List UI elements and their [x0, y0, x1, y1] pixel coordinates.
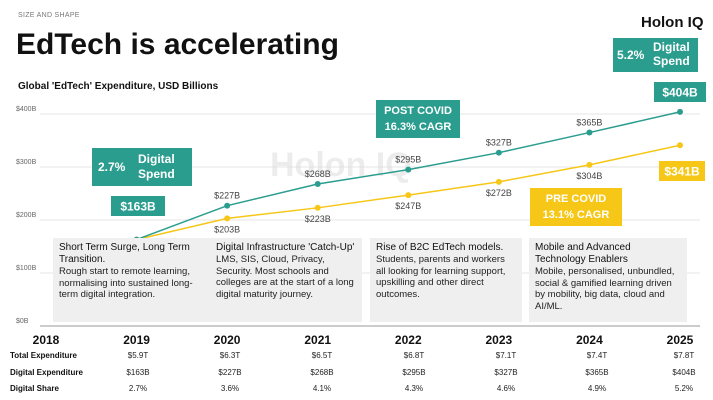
data-label: $227B — [214, 191, 240, 201]
row-label-total-expenditure: Total Expenditure — [10, 351, 77, 360]
x-tick-label: 2025 — [667, 333, 694, 347]
brand-logo: Holon IQ — [641, 14, 704, 31]
table-cell: $163B — [126, 368, 150, 377]
y-tick-label: $100B — [16, 265, 37, 272]
table-cell: 3.6% — [220, 384, 240, 393]
row-label-digital-expenditure: Digital Expenditure — [10, 368, 83, 377]
data-label-badge-start: $163B — [120, 200, 156, 214]
data-label-badge-end-post: $404B — [662, 86, 698, 100]
x-tick-label: 2022 — [395, 333, 422, 347]
data-label: $247B — [395, 201, 421, 211]
table-cell: 4.9% — [587, 384, 607, 393]
table-cell: $6.8T — [403, 351, 425, 360]
table-cell: $268B — [310, 368, 334, 377]
period-box-2022: Rise of B2C EdTech models. Students, par… — [370, 238, 522, 322]
data-label-badge-start-bg — [111, 196, 165, 216]
section-label: SIZE AND SHAPE — [18, 12, 80, 19]
digital-spend-start-label: Digital Spend — [138, 152, 175, 181]
table-cell: 5.2% — [674, 384, 694, 393]
row-label-digital-share: Digital Share — [10, 384, 59, 393]
data-point — [677, 142, 683, 149]
data-point — [314, 180, 321, 187]
data-label: $295B — [395, 155, 421, 165]
period-box-2020: Digital Infrastructure 'Catch-Up' LMS, S… — [210, 238, 362, 322]
y-tick-label: $400B — [16, 106, 37, 113]
data-label: $304B — [576, 171, 602, 181]
data-point — [405, 192, 412, 199]
post-covid-callout: POST COVID 16.3% CAGR — [376, 100, 460, 138]
pre-covid-callout: PRE COVID 13.1% CAGR — [530, 188, 622, 226]
data-point — [405, 166, 412, 173]
table-cell: 4.1% — [312, 384, 332, 393]
data-label: $327B — [486, 138, 512, 148]
table-cell: $365B — [585, 368, 609, 377]
data-point — [314, 204, 321, 211]
y-tick-label: $0B — [16, 318, 29, 325]
table-cell: $7.8T — [673, 351, 695, 360]
data-point — [586, 161, 593, 168]
period-box-body: LMS, SIS, Cloud, Privacy, Security. Most… — [216, 254, 354, 300]
data-point — [586, 129, 593, 136]
data-label: $272B — [486, 188, 512, 198]
table-cell: $7.1T — [495, 351, 517, 360]
data-point — [224, 215, 231, 222]
data-label-badge-end-pre: $341B — [664, 165, 700, 179]
x-tick-label: 2021 — [304, 333, 331, 347]
data-label: $268B — [305, 169, 331, 179]
data-label: $223B — [305, 214, 331, 224]
pre-covid-cagr: 13.1% CAGR — [542, 209, 610, 221]
page-title: EdTech is accelerating — [16, 28, 339, 61]
data-label-badge-end-pre-bg — [659, 161, 705, 181]
table-cell: $5.9T — [127, 351, 149, 360]
watermark-logo: Holon IQ — [270, 146, 412, 184]
table-cell: $7.4T — [586, 351, 608, 360]
period-box-2024: Mobile and Advanced Technology Enablers … — [529, 238, 687, 322]
post-covid-cagr: 16.3% CAGR — [384, 121, 452, 133]
table-cell: $295B — [402, 368, 426, 377]
digital-spend-start-callout: 2.7% Digital Spend — [92, 148, 192, 186]
table-cell: 4.3% — [404, 384, 424, 393]
digital-spend-end-callout: 5.2% Digital Spend — [613, 38, 698, 72]
table-cell: 2.7% — [128, 384, 148, 393]
period-box-body: Mobile, personalised, unbundled, social … — [535, 266, 675, 312]
digital-spend-end-pct: 5.2% — [617, 48, 645, 62]
table-cell: $327B — [494, 368, 518, 377]
x-tick-label: 2018 — [33, 333, 60, 347]
period-box-body: Rough start to remote learning, normalis… — [59, 266, 193, 300]
digital-spend-start-pct: 2.7% — [98, 160, 126, 174]
data-label: $203B — [214, 224, 240, 234]
data-label: $365B — [576, 118, 602, 128]
data-point — [495, 178, 502, 185]
table-cell: $227B — [218, 368, 242, 377]
y-tick-label: $200B — [16, 212, 37, 219]
table-cell: $6.3T — [219, 351, 241, 360]
period-box-body: Students, parents and workers all lookin… — [376, 254, 506, 300]
table-cell: $6.5T — [311, 351, 333, 360]
data-label-badge-end-post-bg — [654, 82, 706, 102]
period-box-title: Mobile and Advanced Technology Enablers — [535, 242, 631, 265]
table-cell: $404B — [672, 368, 696, 377]
chart-subtitle: Global 'EdTech' Expenditure, USD Billion… — [18, 81, 219, 92]
period-box-title: Short Term Surge, Long Term Transition. — [59, 242, 190, 265]
data-point — [677, 108, 683, 115]
x-tick-label: 2019 — [123, 333, 150, 347]
period-box-title: Rise of B2C EdTech models. — [376, 242, 504, 253]
x-tick-label: 2023 — [486, 333, 513, 347]
data-point — [224, 202, 231, 209]
period-box-title: Digital Infrastructure 'Catch-Up' — [216, 242, 355, 253]
data-point — [495, 149, 502, 156]
digital-spend-end-label: Digital Spend — [653, 40, 690, 68]
x-tick-label: 2020 — [214, 333, 241, 347]
period-box-2019: Short Term Surge, Long Term Transition. … — [53, 238, 213, 322]
y-tick-label: $300B — [16, 159, 37, 166]
pre-covid-label: PRE COVID — [545, 193, 607, 205]
x-tick-label: 2024 — [576, 333, 603, 347]
table-cell: 4.6% — [496, 384, 516, 393]
post-covid-label: POST COVID — [384, 105, 452, 117]
